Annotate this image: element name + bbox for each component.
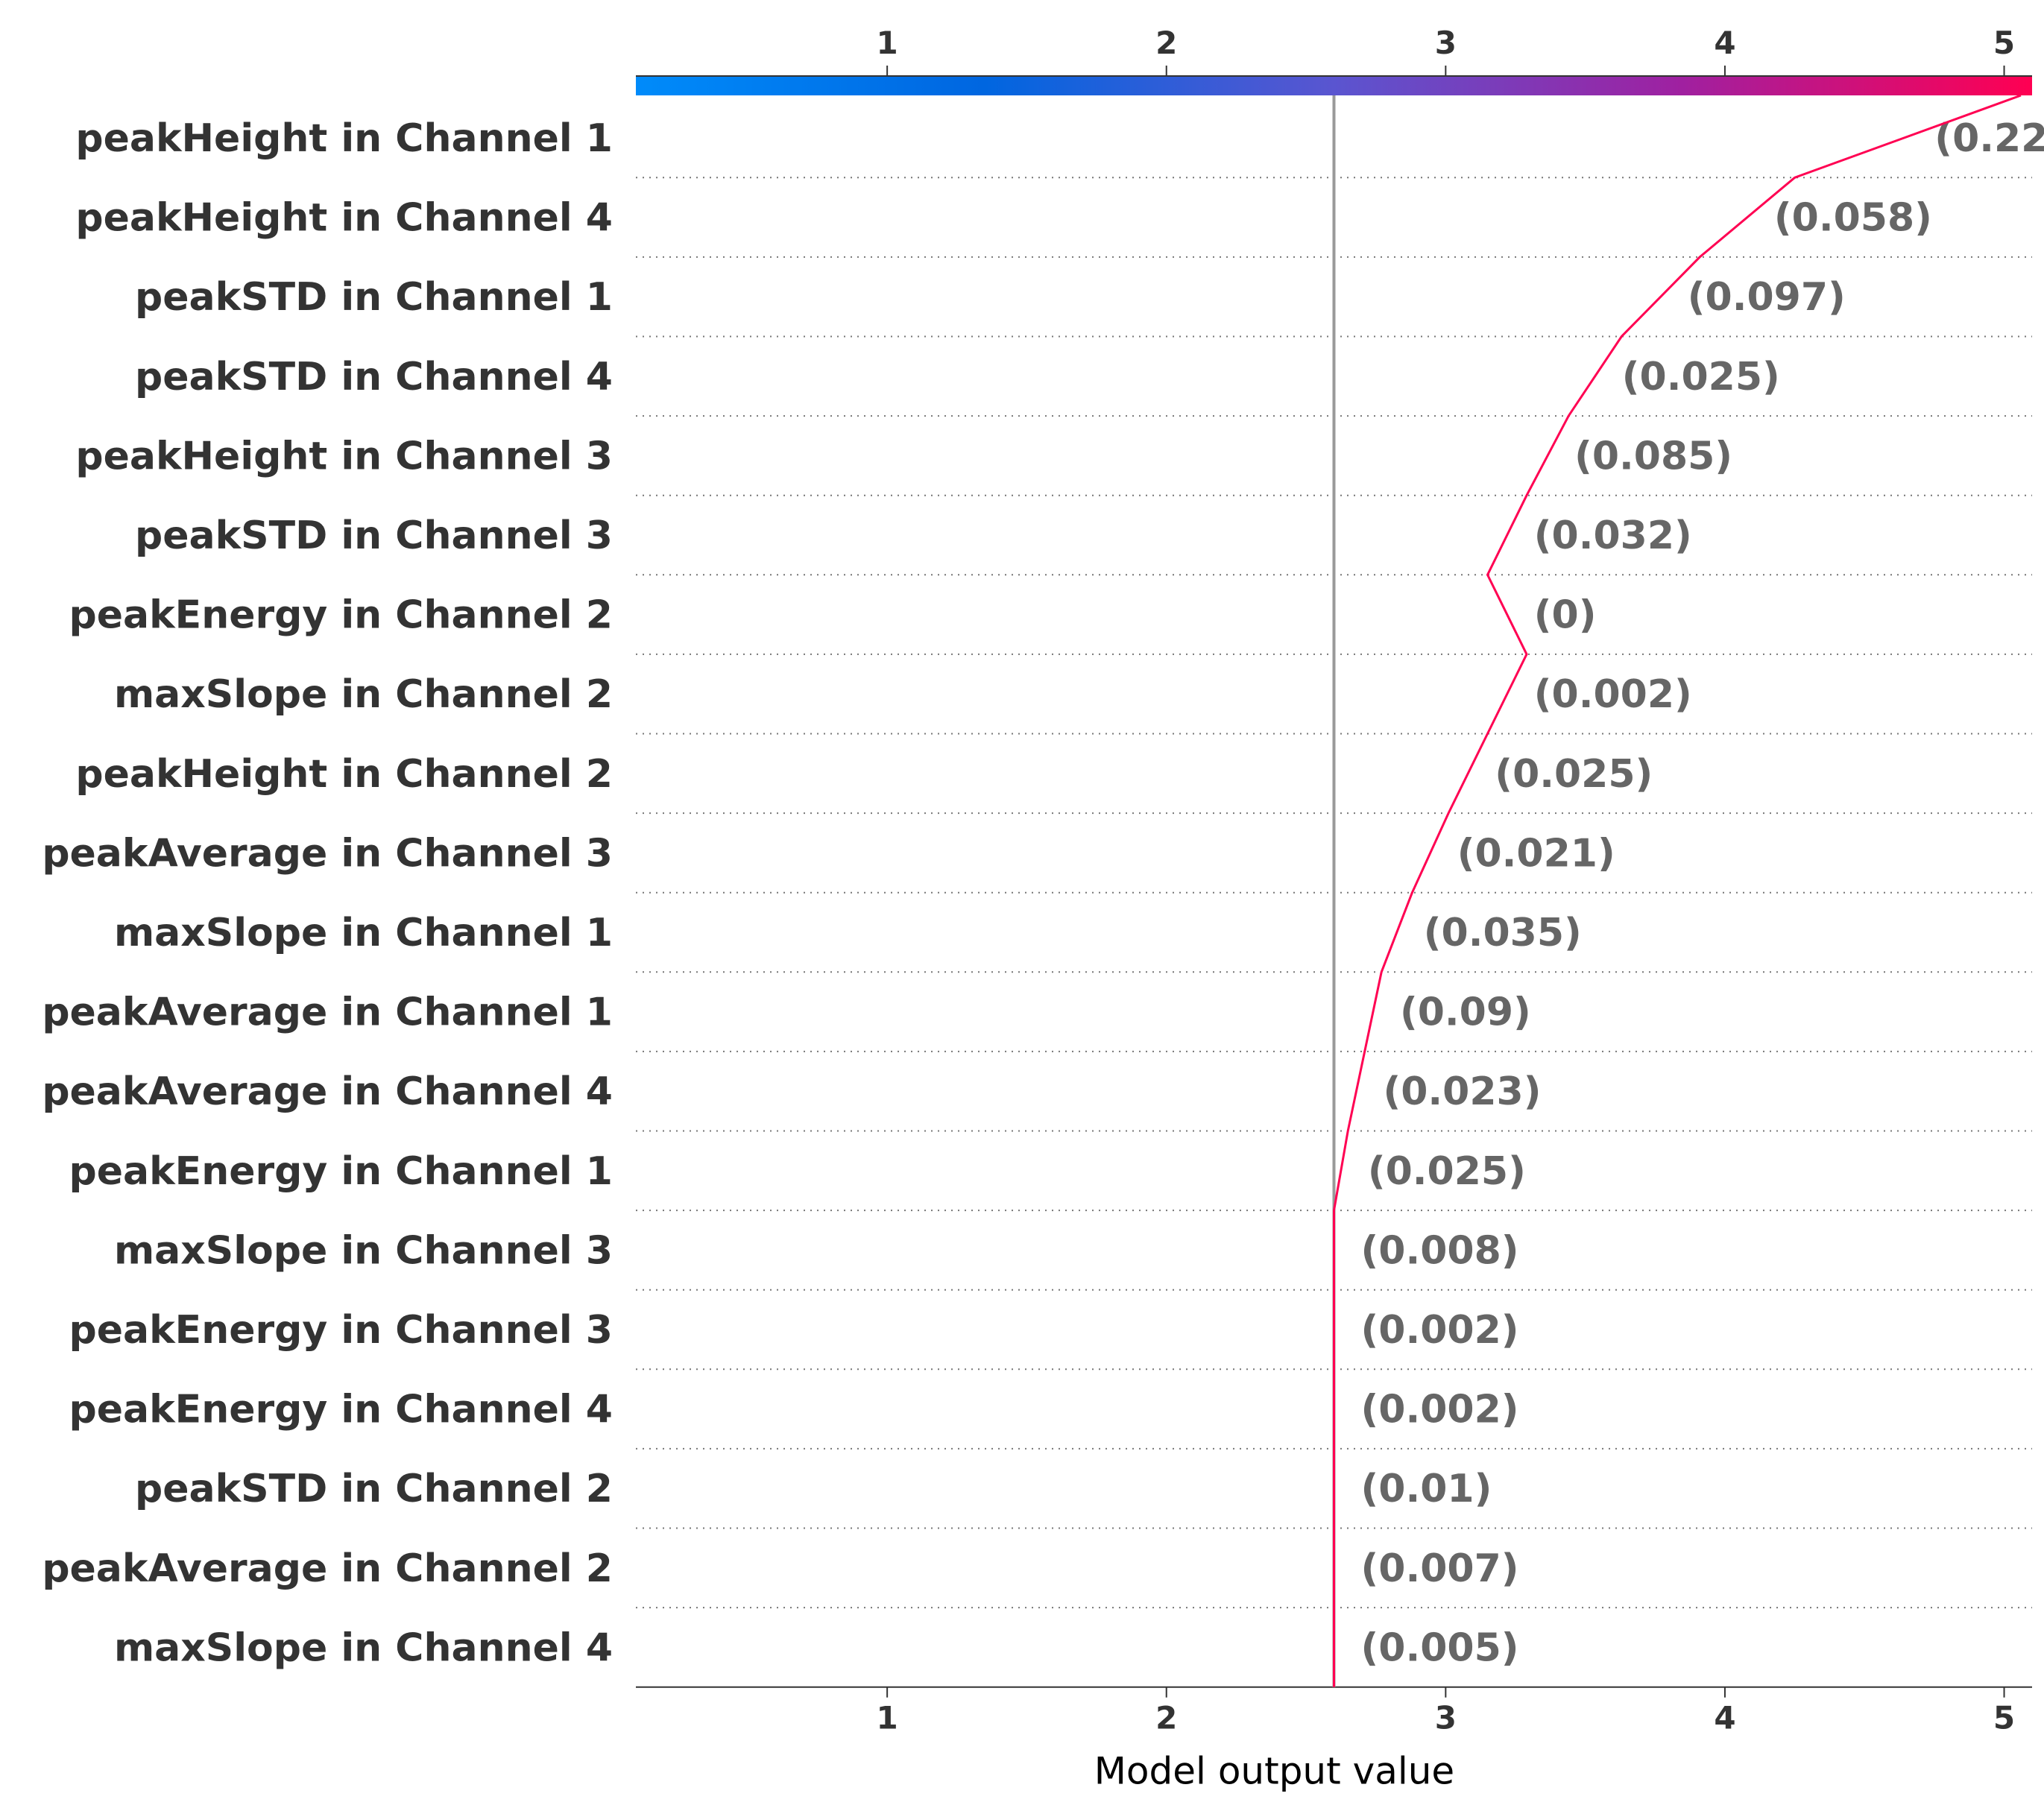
feature-label: peakSTD in Channel 1 bbox=[135, 275, 613, 320]
feature-value-label: (0.023) bbox=[1383, 1069, 1541, 1114]
feature-value-label: (0.025) bbox=[1622, 355, 1780, 399]
feature-label: peakEnergy in Channel 4 bbox=[69, 1388, 613, 1432]
feature-label: peakAverage in Channel 4 bbox=[42, 1069, 613, 1114]
feature-label: peakEnergy in Channel 2 bbox=[69, 593, 613, 638]
feature-label: peakAverage in Channel 3 bbox=[42, 831, 613, 876]
output-colorbar bbox=[636, 76, 2032, 95]
feature-label: maxSlope in Channel 2 bbox=[114, 672, 613, 717]
feature-label: peakEnergy in Channel 1 bbox=[69, 1149, 613, 1194]
feature-label: peakAverage in Channel 1 bbox=[42, 990, 613, 1035]
feature-value-label: (0.002) bbox=[1361, 1308, 1519, 1353]
feature-value-label: (0) bbox=[1534, 593, 1597, 638]
feature-label: peakSTD in Channel 2 bbox=[135, 1467, 613, 1511]
feature-value-label: (0.025) bbox=[1368, 1149, 1526, 1194]
x-tick-label-top-4: 4 bbox=[1714, 25, 1735, 61]
feature-value-label: (0.002) bbox=[1361, 1388, 1519, 1432]
x-tick-label-bottom-2: 2 bbox=[1155, 1700, 1177, 1736]
feature-value-label: (0.09) bbox=[1400, 990, 1531, 1035]
x-tick-label-bottom-3: 3 bbox=[1435, 1700, 1457, 1736]
feature-value-label: (0.005) bbox=[1361, 1625, 1519, 1670]
feature-value-label: (0.228) bbox=[1934, 116, 2044, 161]
feature-value-label: (0.035) bbox=[1424, 911, 1582, 955]
feature-value-label: (0.008) bbox=[1361, 1228, 1519, 1273]
feature-labels: peakHeight in Channel 1 peakHeight in Cha… bbox=[42, 116, 613, 1670]
x-tick-label-bottom-1: 1 bbox=[877, 1700, 898, 1736]
feature-label: peakHeight in Channel 4 bbox=[75, 196, 613, 241]
x-tick-label-top-5: 5 bbox=[1993, 25, 2015, 61]
feature-label: peakHeight in Channel 2 bbox=[75, 752, 613, 797]
feature-label: peakSTD in Channel 3 bbox=[135, 513, 613, 558]
feature-value-label: (0.025) bbox=[1495, 752, 1653, 797]
feature-label: peakHeight in Channel 1 bbox=[75, 116, 613, 161]
x-tick-label-top-1: 1 bbox=[877, 25, 898, 61]
x-tick-label-bottom-5: 5 bbox=[1993, 1700, 2015, 1736]
feature-value-label: (0.032) bbox=[1534, 513, 1692, 558]
feature-value-label: (0.01) bbox=[1361, 1467, 1492, 1511]
decision-line bbox=[1333, 94, 2022, 1687]
feature-label: peakHeight in Channel 3 bbox=[75, 434, 613, 478]
feature-value-label: (0.021) bbox=[1457, 831, 1615, 876]
feature-value-label: (0.058) bbox=[1774, 196, 1932, 241]
x-tick-label-top-2: 2 bbox=[1155, 25, 1177, 61]
feature-value-label: (0.097) bbox=[1688, 275, 1846, 320]
feature-value-labels: (0.228)(0.058) (0.097) (0.025) (0.085) (0.03… bbox=[1361, 116, 2044, 1670]
feature-label: maxSlope in Channel 4 bbox=[114, 1625, 613, 1670]
feature-label: maxSlope in Channel 3 bbox=[114, 1228, 613, 1273]
feature-label: peakSTD in Channel 4 bbox=[135, 355, 613, 399]
feature-label: peakAverage in Channel 2 bbox=[42, 1546, 613, 1591]
feature-value-label: (0.007) bbox=[1361, 1546, 1519, 1591]
feature-value-label: (0.085) bbox=[1574, 434, 1732, 478]
feature-value-label: (0.002) bbox=[1534, 672, 1692, 717]
x-tick-label-bottom-4: 4 bbox=[1714, 1700, 1735, 1736]
x-tick-label-top-3: 3 bbox=[1435, 25, 1457, 61]
x-axis-title: Model output value bbox=[1094, 1750, 1454, 1793]
x-ticks: 1 1 2 2 3 3 4 4 5 5 bbox=[877, 25, 2016, 1736]
feature-label: peakEnergy in Channel 3 bbox=[69, 1308, 613, 1353]
feature-label: maxSlope in Channel 1 bbox=[114, 911, 613, 955]
